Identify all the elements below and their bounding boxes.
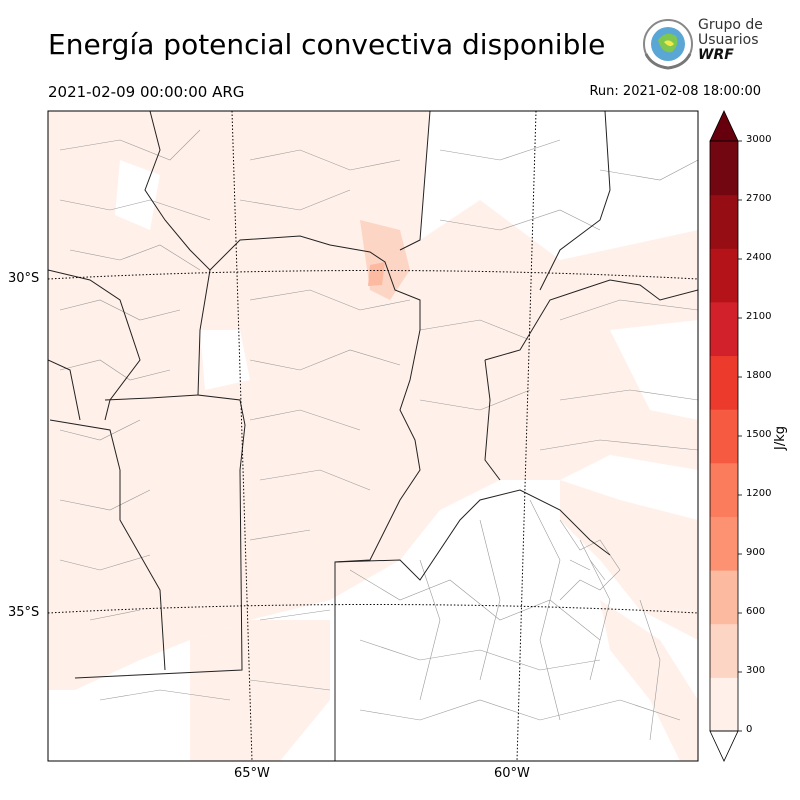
lat-label-30s: 30°S xyxy=(8,271,40,286)
lat-30s-line xyxy=(48,270,698,280)
lat-label-35s: 35°S xyxy=(8,605,40,620)
province-boundaries xyxy=(48,111,698,761)
graticule xyxy=(48,111,698,761)
colorbar-tick-label: 2400 xyxy=(746,252,772,263)
colorbar-tick-label: 2700 xyxy=(746,193,772,204)
colorbar-segment xyxy=(710,248,738,303)
colorbar-tick-label: 600 xyxy=(746,606,766,617)
colorbar-segment xyxy=(710,677,738,732)
colorbar-tick-label: 900 xyxy=(746,547,766,558)
colorbar-tick-label: 300 xyxy=(746,665,766,676)
cape-shading xyxy=(48,111,698,761)
colorbar-under-triangle xyxy=(709,730,739,762)
lon-label-65w: 65°W xyxy=(234,766,270,781)
globe-icon xyxy=(643,19,693,70)
lon-label-60w: 60°W xyxy=(494,766,530,781)
colorbar-segment xyxy=(710,409,738,464)
colorbar-tick-label: 1200 xyxy=(746,488,772,499)
colorbar-segment xyxy=(710,355,738,410)
colorbar-tick-label: 1800 xyxy=(746,370,772,381)
colorbar xyxy=(709,110,742,762)
colorbar-unit: J/kg xyxy=(773,426,788,450)
valid-time: 2021-02-09 00:00:00 ARG xyxy=(48,83,245,101)
lat-35s-line xyxy=(48,604,698,614)
colorbar-over-triangle xyxy=(709,110,739,142)
colorbar-segment xyxy=(710,516,738,571)
colorbar-segment xyxy=(710,301,738,357)
colorbar-tick-label: 3000 xyxy=(746,134,772,145)
colorbar-tick-label: 1500 xyxy=(746,429,772,440)
colorbar-segment xyxy=(710,623,738,678)
colorbar-segment xyxy=(710,194,738,249)
map-frame xyxy=(47,110,699,762)
colorbar-segment xyxy=(710,462,738,517)
political-boundaries xyxy=(48,111,698,761)
colorbar-tick-label: 2100 xyxy=(746,311,772,322)
run-time: Run: 2021-02-08 18:00:00 xyxy=(589,84,761,99)
colorbar-tick-label: 0 xyxy=(746,724,753,735)
logo-line-3: WRF xyxy=(698,47,734,63)
logo-line-1: Grupo de xyxy=(698,17,763,33)
map-title: Energía potencial convectiva disponible xyxy=(48,28,606,61)
colorbar-segment xyxy=(710,141,738,196)
department-boundaries xyxy=(59,129,698,741)
colorbar-segment xyxy=(710,570,738,625)
logo-line-2: Usuarios xyxy=(698,32,759,48)
wrf-group-logo: Grupo de Usuarios WRF xyxy=(638,14,768,72)
